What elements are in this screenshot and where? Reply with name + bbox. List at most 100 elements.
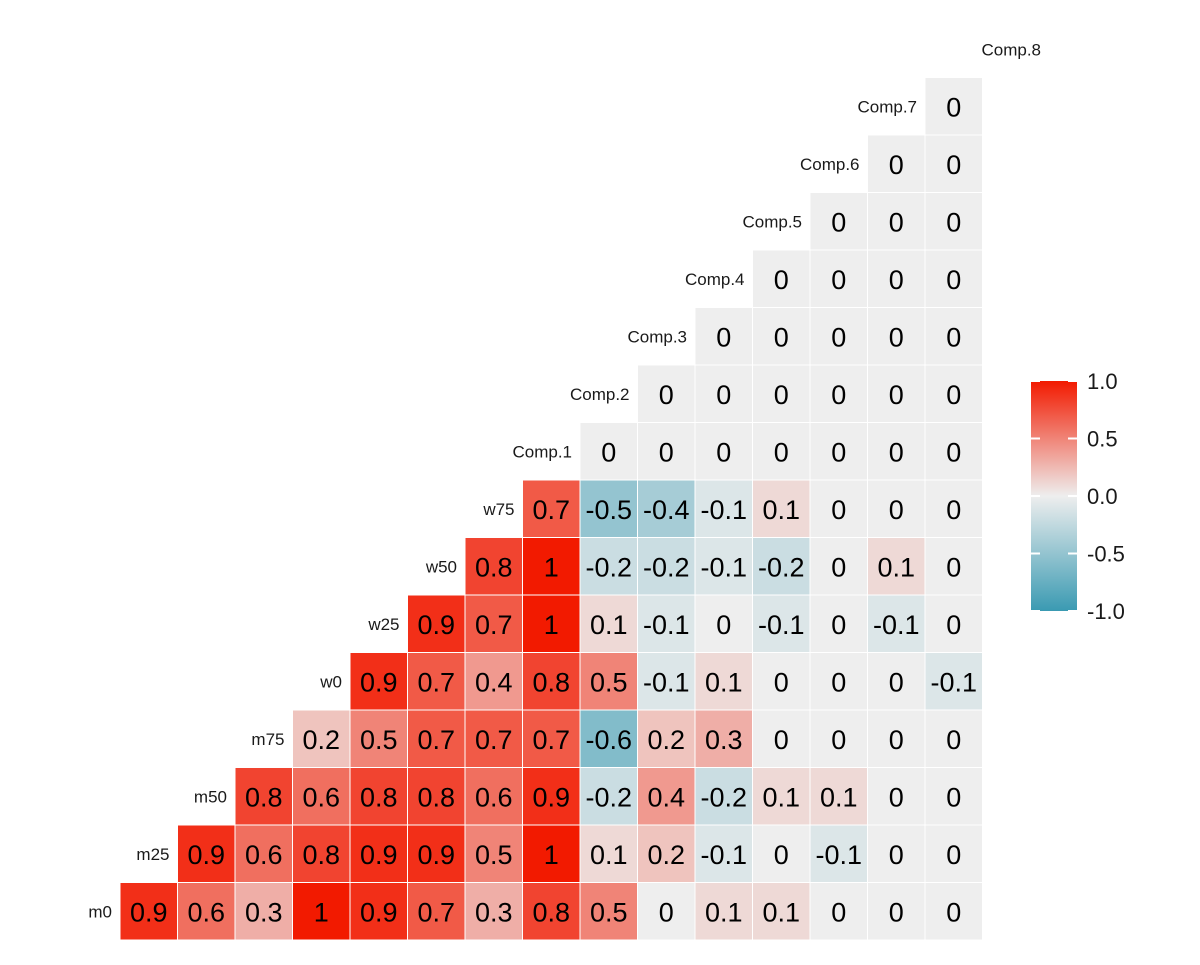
heatmap-cell	[637, 422, 696, 481]
heatmap-cell	[579, 594, 638, 653]
cell-value-label: 0	[946, 322, 961, 352]
heatmap-cell	[464, 537, 523, 596]
legend-tick-label: -1.0	[1087, 599, 1125, 624]
row-label: Comp.1	[512, 442, 572, 461]
cell-value-label: -0.2	[700, 782, 747, 812]
cell-value-label: 0	[716, 322, 731, 352]
heatmap-cell	[752, 537, 811, 596]
cell-value-label: -0.4	[643, 495, 690, 525]
heatmap-cell	[234, 824, 293, 883]
heatmap-cell	[292, 824, 351, 883]
heatmap-cell	[407, 824, 466, 883]
heatmap-cell	[924, 824, 983, 883]
cell-value-label: -0.1	[700, 495, 747, 525]
row-labels-layer: m0 m25 m50 m75 w0 w25 w50 w75 Comp.1 Comp.2 Comp.3…	[88, 41, 1041, 922]
heatmap-cell	[177, 882, 236, 941]
cell-value-label: 0	[716, 380, 731, 410]
row-label: w25	[367, 615, 399, 634]
cell-value-label: 0	[946, 380, 961, 410]
heatmap-cell	[694, 422, 753, 481]
color-legend: 1.0 0.5 0.0 -0.5 -1.0	[1031, 369, 1125, 624]
cell-value-label: 0.9	[360, 897, 398, 927]
heatmap-cell	[579, 422, 638, 481]
heatmap-cell	[464, 824, 523, 883]
heatmap-cell	[119, 882, 178, 941]
cell-value-label: 0	[889, 380, 904, 410]
row-label: Comp.3	[627, 327, 687, 346]
cell-value-label: 0.9	[360, 840, 398, 870]
cell-value-label: 0	[774, 840, 789, 870]
cell-value-label: 0.1	[762, 495, 800, 525]
heatmap-cell	[867, 192, 926, 251]
cell-value-label: 0.9	[417, 840, 455, 870]
cell-value-label: 0.7	[532, 495, 570, 525]
heatmap-cell	[809, 594, 868, 653]
heatmap-cell	[464, 882, 523, 941]
heatmap-cell	[694, 767, 753, 826]
cell-value-label: 0	[831, 265, 846, 295]
cell-value-label: 0.9	[417, 610, 455, 640]
heatmap-cell	[637, 537, 696, 596]
cell-value-label: 0.9	[532, 782, 570, 812]
cell-value-label: 0	[659, 897, 674, 927]
cell-value-label: 0	[831, 322, 846, 352]
cell-value-label: -0.1	[758, 610, 805, 640]
heatmap-cell	[694, 479, 753, 538]
cell-value-label: 0	[831, 552, 846, 582]
cell-value-label: 0.5	[590, 897, 628, 927]
heatmap-cell	[464, 767, 523, 826]
heatmap-cell	[407, 882, 466, 941]
cell-value-label: 0.7	[417, 725, 455, 755]
cell-value-label: 0	[716, 437, 731, 467]
cell-value-label: 0.7	[475, 610, 513, 640]
cell-value-label: 0	[946, 610, 961, 640]
cell-value-label: 0	[659, 437, 674, 467]
cell-value-label: 0.8	[302, 840, 340, 870]
cell-value-label: 0.5	[360, 725, 398, 755]
cell-value-label: 0.1	[877, 552, 915, 582]
heatmap-cell	[809, 364, 868, 423]
cell-value-label: 0	[716, 610, 731, 640]
heatmap-cell	[579, 709, 638, 768]
cell-value-label: 0.7	[475, 725, 513, 755]
cell-value-label: -0.2	[643, 552, 690, 582]
cell-value-label: 0	[831, 667, 846, 697]
legend-tick-label: -0.5	[1087, 542, 1125, 567]
heatmap-cell	[924, 422, 983, 481]
heatmap-cell	[349, 824, 408, 883]
heatmap-cell	[522, 479, 581, 538]
heatmap-cell	[924, 364, 983, 423]
heatmap-cell	[407, 594, 466, 653]
heatmap-cell	[924, 537, 983, 596]
heatmap-cell	[752, 882, 811, 941]
cell-value-label: -0.1	[930, 667, 977, 697]
cell-value-label: -0.2	[758, 552, 805, 582]
heatmap-cell	[752, 422, 811, 481]
cell-value-label: 0.4	[647, 782, 685, 812]
heatmap-cell	[407, 709, 466, 768]
cell-value-label: 0	[659, 380, 674, 410]
cells-layer	[119, 77, 983, 941]
heatmap-cell	[522, 767, 581, 826]
cell-value-label: 0.8	[532, 667, 570, 697]
heatmap-cell	[924, 192, 983, 251]
heatmap-cell	[579, 652, 638, 711]
cell-value-label: 0.8	[532, 897, 570, 927]
heatmap-cell	[924, 767, 983, 826]
cell-value-label: 0	[946, 552, 961, 582]
heatmap-cell	[867, 307, 926, 366]
heatmap-cell	[752, 249, 811, 308]
cell-value-label: 0.8	[417, 782, 455, 812]
cell-value-label: 0	[889, 437, 904, 467]
heatmap-cell	[809, 824, 868, 883]
heatmap-cell	[809, 192, 868, 251]
cell-value-label: 0	[774, 380, 789, 410]
heatmap-cell	[349, 882, 408, 941]
heatmap-cell	[522, 882, 581, 941]
heatmap-cell	[924, 882, 983, 941]
row-label: m75	[251, 730, 284, 749]
cell-value-label: 0	[774, 725, 789, 755]
heatmap-cell	[924, 134, 983, 193]
column-label-top: Comp.8	[981, 41, 1041, 60]
